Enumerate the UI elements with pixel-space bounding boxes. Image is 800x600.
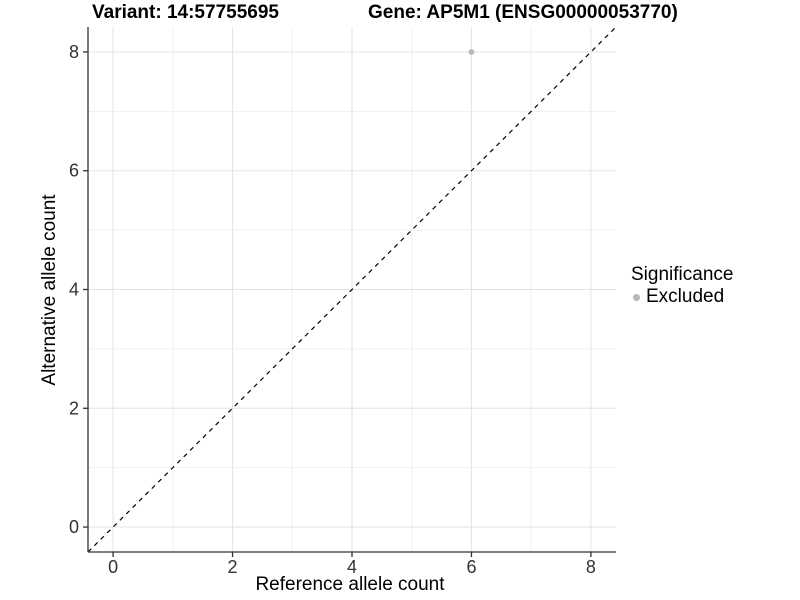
y-tick-label: 0 (69, 517, 79, 537)
y-axis-title: Alternative allele count (39, 194, 60, 386)
y-tick-label: 2 (69, 398, 79, 418)
plot-title-variant: Variant: 14:57755695 (92, 2, 279, 23)
x-axis-title: Reference allele count (255, 574, 445, 595)
x-tick-label: 4 (347, 557, 357, 577)
x-tick-label: 0 (108, 557, 118, 577)
legend-item-excluded: Excluded (631, 286, 733, 308)
legend-point-icon (633, 293, 640, 301)
identity-line (87, 26, 617, 553)
y-tick-label: 4 (69, 280, 79, 300)
x-tick-label: 8 (586, 557, 596, 577)
x-tick-label: 6 (466, 557, 476, 577)
legend-item-label: Excluded (646, 286, 725, 307)
legend-title: Significance (631, 264, 734, 285)
legend: Significance Excluded (631, 264, 733, 308)
plot-title-gene: Gene: AP5M1 (ENSG00000053770) (368, 2, 678, 23)
data-point (468, 49, 475, 55)
y-tick-label: 8 (69, 42, 79, 62)
y-tick-label: 6 (69, 161, 79, 181)
x-tick-label: 2 (228, 557, 238, 577)
